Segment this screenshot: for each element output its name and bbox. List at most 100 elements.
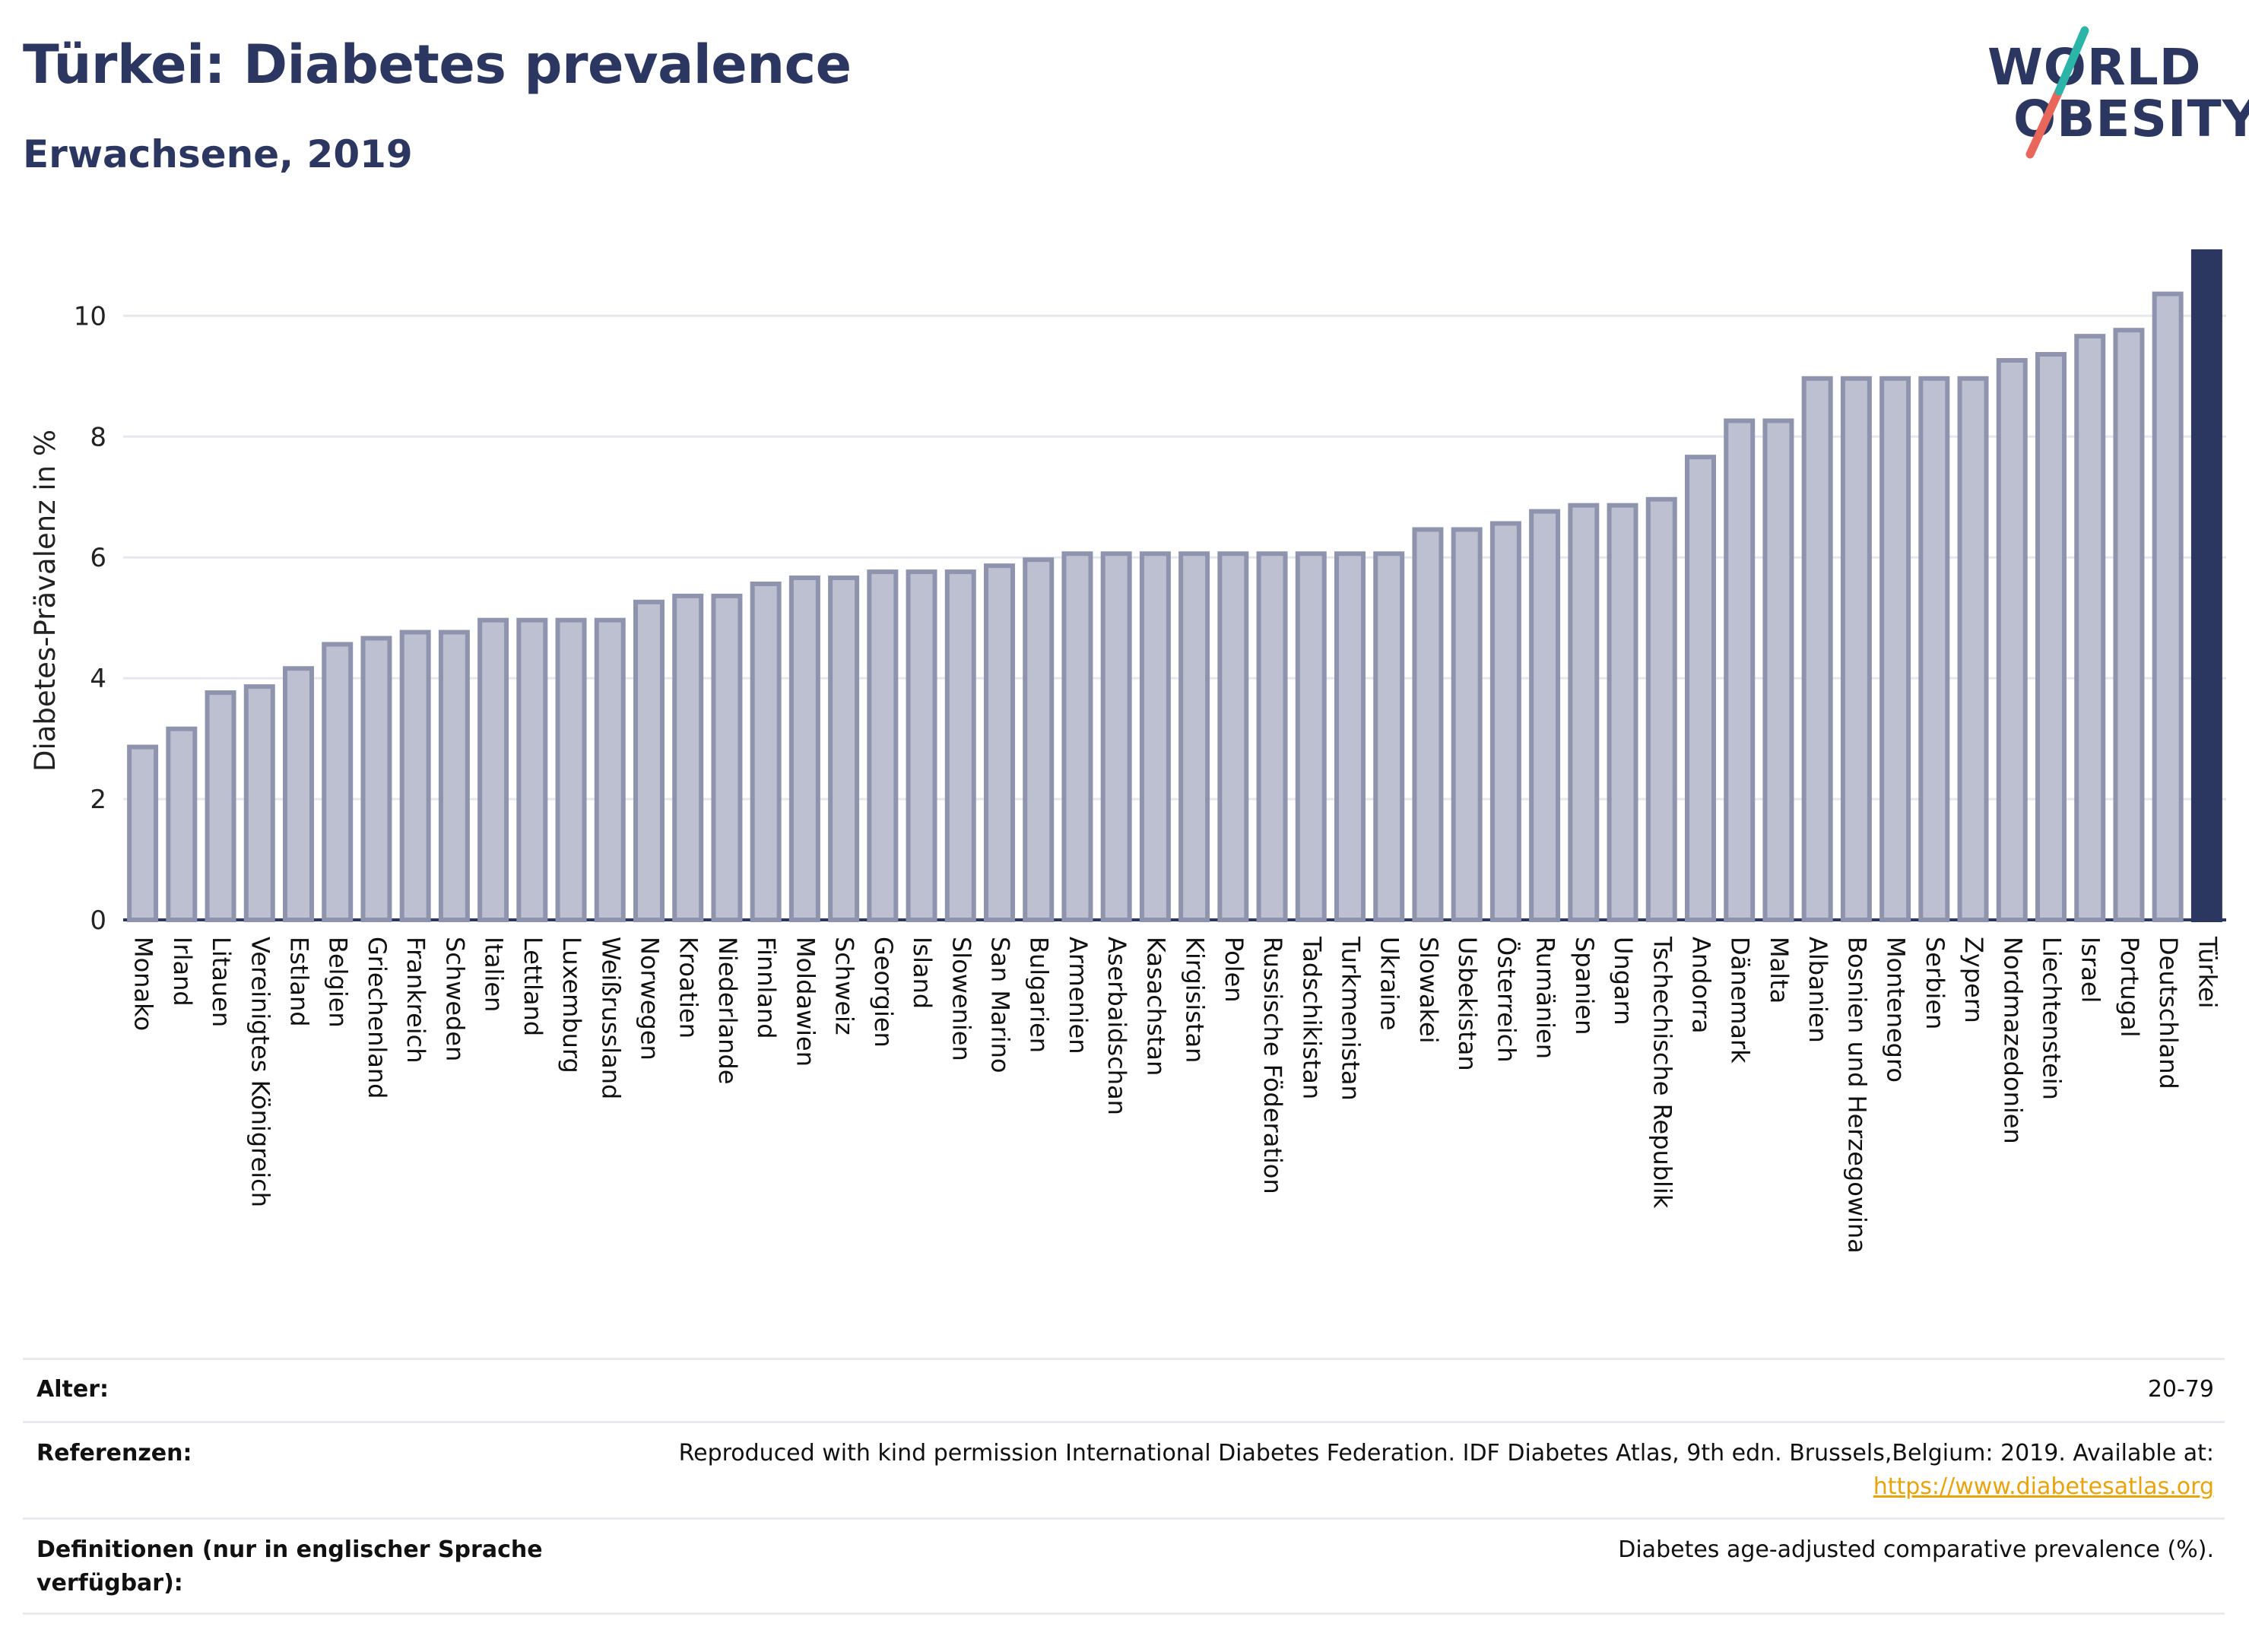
x-tick-label: San Marino [986,937,1015,1073]
bar-nordmazedonien[interactable] [1996,357,2028,923]
x-tick-label: Tadschikistan [1297,936,1326,1099]
x-tick-label: Türkei [2193,936,2222,1009]
bar-rumänien[interactable] [1529,509,1561,922]
x-tick-label: Italien [480,937,509,1012]
x-tick-label: Polen [1220,937,1248,1003]
bar-vereinigtes-königreich[interactable] [243,684,275,922]
x-tick-label: Turkmenistan [1337,936,1366,1101]
bar-schweden[interactable] [438,629,470,922]
bar-tadschikistan[interactable] [1295,551,1327,922]
x-tick-label: Belgien [324,937,353,1028]
x-tick-label: Georgien [869,937,898,1048]
bar-bosnien-und-herzegowina[interactable] [1840,376,1872,923]
x-tick-label: Vereinigtes Königreich [246,937,274,1207]
x-tick-label: Norwegen [636,937,665,1061]
bar-armenien[interactable] [1061,551,1093,922]
bar-finnland[interactable] [750,582,782,922]
x-tick-label: Schweiz [830,937,859,1035]
bar-deutschland[interactable] [2152,291,2184,923]
x-tick-label: Luxemburg [557,937,586,1073]
bar-turkmenistan[interactable] [1334,551,1366,922]
bar-polen[interactable] [1217,551,1249,922]
bar-spanien[interactable] [1568,503,1600,923]
x-tick-label: Liechtenstein [2038,937,2067,1100]
references-text: Reproduced with kind permission Internat… [678,1440,2214,1467]
bar-bulgarien[interactable] [1023,557,1055,922]
grid-lines [123,314,2226,921]
x-tick-label: Moldawien [791,937,820,1067]
bars [127,249,2222,923]
bar-monako[interactable] [127,744,159,923]
bar-georgien[interactable] [867,569,899,922]
bar-san-marino[interactable] [984,563,1015,922]
bar-belgien[interactable] [322,642,354,922]
bar-island[interactable] [906,569,937,922]
bar-niederlande[interactable] [711,593,743,923]
x-tick-label: Weißrussland [596,937,625,1099]
bar-norwegen[interactable] [633,599,665,922]
bar-serbien[interactable] [1918,376,1950,923]
bar-litauen[interactable] [205,690,236,922]
bar-frankreich[interactable] [399,629,431,922]
bar-zypern[interactable] [1957,376,1989,923]
x-tick-label: Aserbaidschan [1102,937,1131,1115]
page-subtitle: Erwachsene, 2019 [23,132,413,176]
bar-österreich[interactable] [1489,521,1521,922]
bar-tschechische-republik[interactable] [1645,496,1677,922]
bar-liechtenstein[interactable] [2035,352,2067,923]
bar-aserbaidschan[interactable] [1100,551,1132,922]
x-tick-label: Estland [285,937,314,1027]
bar-slowakei[interactable] [1412,527,1444,923]
y-tick-label: 4 [90,664,106,694]
bar-kroatien[interactable] [672,593,704,923]
x-tick-label: Slowenien [947,937,975,1061]
bar-ungarn[interactable] [1607,503,1638,923]
bar-moldawien[interactable] [788,576,820,922]
x-tick-label: Usbekistan [1453,937,1482,1071]
bar-kasachstan[interactable] [1139,551,1171,922]
bar-chart: 0 2 4 6 8 10 Monako Irland Litauen Vereinigtes K… [29,249,2226,1254]
x-tick-label: Slowakei [1414,937,1443,1044]
bar-lettland[interactable] [516,617,548,923]
x-tick-label: Russische Föderation [1258,937,1287,1194]
x-tick-label: Irland [168,937,197,1007]
bar-estland[interactable] [283,666,314,922]
bar-montenegro[interactable] [1879,376,1911,923]
bar-usbekistan[interactable] [1451,527,1483,923]
bar-griechenland[interactable] [360,636,392,923]
x-tick-label: Albanien [1803,937,1832,1043]
world-obesity-logo[interactable]: WORLD OBESITY [1984,21,2249,162]
x-tick-label: Dänemark [1726,937,1755,1064]
x-tick-label: Spanien [1570,937,1599,1035]
bar-ukraine[interactable] [1373,551,1405,922]
bar-kirgisistan[interactable] [1178,551,1210,922]
bar-weißrussland[interactable] [594,617,626,923]
x-tick-label: Litauen [207,937,236,1027]
x-tick-label: Kasachstan [1141,937,1170,1076]
metadata-table: Alter: 20-79 Referenzen: Reproduced with… [23,1358,2225,1615]
bar-italien[interactable] [477,617,509,923]
bar-dänemark[interactable] [1724,418,1756,923]
bar-malta[interactable] [1762,418,1794,923]
bar-israel[interactable] [2074,334,2106,923]
x-tick-label: Rumänien [1531,937,1560,1059]
bar-türkei[interactable] [2190,249,2222,923]
bar-russische-föderation[interactable] [1256,551,1288,922]
x-tick-label: Österreich [1492,937,1521,1063]
bar-slowenien[interactable] [944,569,976,922]
bar-andorra[interactable] [1685,455,1716,922]
bar-luxemburg[interactable] [555,617,587,923]
x-tick-label: Ukraine [1375,937,1404,1031]
references-link[interactable]: https://www.diabetesatlas.org [1873,1473,2214,1500]
references-label: Referenzen: [36,1440,192,1467]
x-tick-label: Finnland [752,937,781,1039]
bar-portugal[interactable] [2113,328,2145,922]
x-tick-label: Zypern [1959,937,1988,1023]
age-value: 20-79 [2147,1376,2214,1403]
x-tick-label: Montenegro [1882,937,1911,1083]
bar-irland[interactable] [166,726,198,923]
age-label: Alter: [36,1376,109,1403]
logo-line-1: WORLD [1987,38,2202,97]
bar-albanien[interactable] [1801,376,1833,923]
bar-schweiz[interactable] [828,576,860,922]
